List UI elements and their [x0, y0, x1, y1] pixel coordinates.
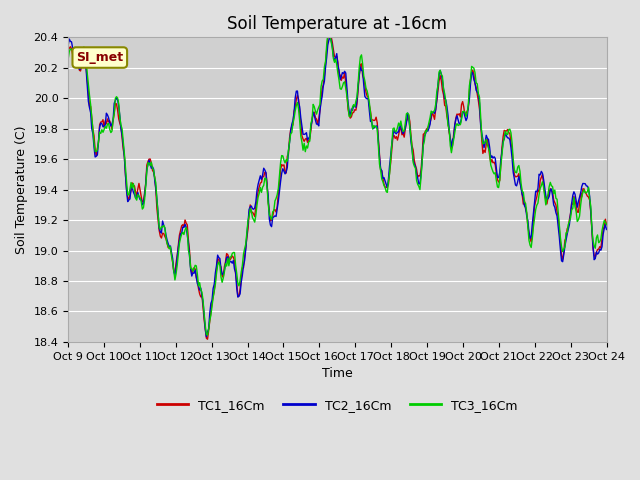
TC1_16Cm	[204, 336, 211, 342]
TC2_16Cm	[64, 42, 72, 48]
TC3_16Cm	[368, 119, 376, 124]
TC2_16Cm	[233, 286, 241, 291]
Line: TC3_16Cm: TC3_16Cm	[68, 34, 607, 335]
TC2_16Cm	[292, 88, 300, 94]
TC3_16Cm	[556, 221, 563, 227]
TC3_16Cm	[233, 271, 241, 276]
TC3_16Cm	[324, 31, 332, 37]
TC3_16Cm	[64, 56, 72, 62]
TC1_16Cm	[64, 47, 72, 53]
Legend: TC1_16Cm, TC2_16Cm, TC3_16Cm: TC1_16Cm, TC2_16Cm, TC3_16Cm	[152, 394, 523, 417]
TC1_16Cm	[292, 96, 300, 102]
TC1_16Cm	[556, 227, 563, 232]
TC1_16Cm	[603, 222, 611, 228]
TC2_16Cm	[556, 234, 563, 240]
TC2_16Cm	[394, 129, 401, 135]
Title: Soil Temperature at -16cm: Soil Temperature at -16cm	[227, 15, 447, 33]
TC2_16Cm	[326, 35, 334, 40]
TC3_16Cm	[462, 113, 470, 119]
TC2_16Cm	[603, 227, 611, 232]
TC2_16Cm	[202, 334, 210, 340]
TC1_16Cm	[394, 137, 401, 143]
TC1_16Cm	[368, 117, 376, 123]
TC1_16Cm	[325, 32, 333, 38]
TC3_16Cm	[204, 332, 211, 338]
Text: SI_met: SI_met	[76, 51, 124, 64]
TC2_16Cm	[368, 118, 376, 124]
TC2_16Cm	[462, 118, 470, 123]
TC3_16Cm	[292, 103, 300, 108]
TC1_16Cm	[462, 110, 470, 116]
Line: TC2_16Cm: TC2_16Cm	[68, 37, 607, 337]
TC3_16Cm	[603, 222, 611, 228]
TC1_16Cm	[233, 280, 241, 286]
X-axis label: Time: Time	[322, 367, 353, 380]
Line: TC1_16Cm: TC1_16Cm	[68, 35, 607, 339]
Y-axis label: Soil Temperature (C): Soil Temperature (C)	[15, 125, 28, 254]
TC3_16Cm	[394, 125, 401, 131]
